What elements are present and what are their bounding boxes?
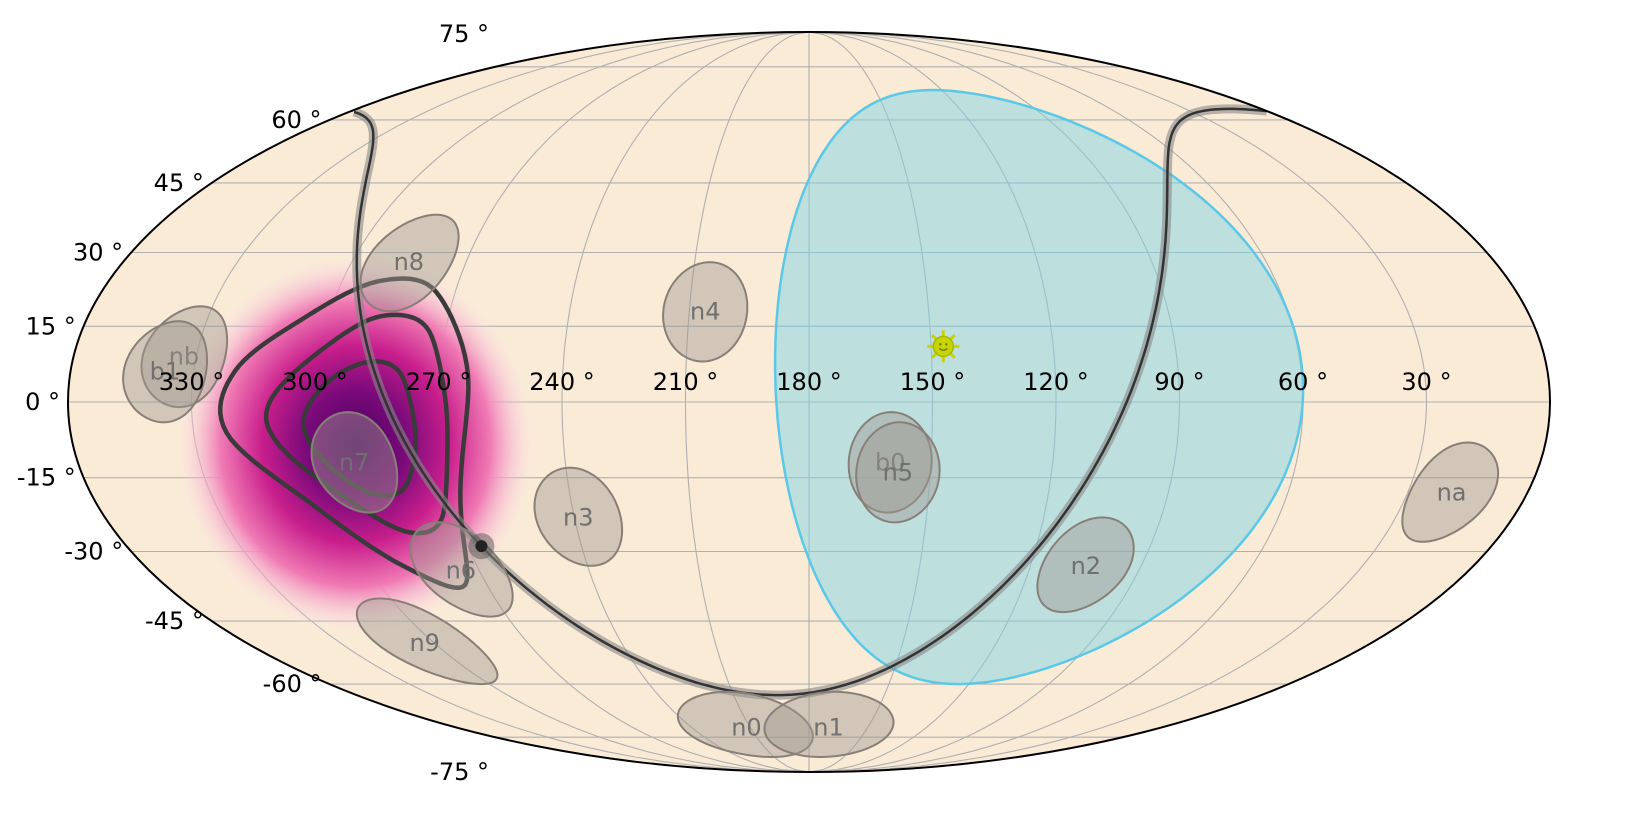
dec-tick-label: 60 ° bbox=[271, 106, 321, 134]
detector-n8-label: n8 bbox=[394, 248, 424, 276]
ra-tick-label: 30 ° bbox=[1401, 368, 1451, 396]
detector-nb-fov bbox=[140, 305, 229, 409]
dec-tick-label: 75 ° bbox=[439, 20, 489, 48]
detector-n2-fov bbox=[1036, 516, 1135, 614]
ra-tick-label: 240 ° bbox=[529, 368, 594, 396]
ra-tick-label: 300 ° bbox=[282, 368, 347, 396]
detector-b1-fov bbox=[122, 320, 208, 424]
galactic-plane bbox=[353, 110, 483, 548]
detector-n4-fov bbox=[662, 261, 749, 363]
detector-n6-label: n6 bbox=[446, 557, 476, 585]
ra-tick-label: 60 ° bbox=[1278, 368, 1328, 396]
detector-n9-label: n9 bbox=[409, 629, 439, 657]
detector-n3-fov bbox=[533, 466, 624, 567]
dec-tick-label: 0 ° bbox=[25, 388, 60, 416]
detector-nb-label: nb bbox=[169, 342, 199, 370]
detector-n5-fov bbox=[855, 421, 941, 524]
ra-tick-label: 270 ° bbox=[406, 368, 471, 396]
galactic-plane bbox=[480, 107, 1267, 697]
detector-n4-label: n4 bbox=[690, 297, 720, 325]
dec-tick-label: 45 ° bbox=[154, 169, 204, 197]
detector-n5-label: n5 bbox=[883, 459, 913, 487]
detector-n0-label: n0 bbox=[731, 714, 761, 742]
detector-na-fov bbox=[1401, 441, 1500, 543]
detector-n1-fov bbox=[763, 690, 895, 758]
galactic-plane-line bbox=[352, 104, 1268, 700]
ra-tick-label: 150 ° bbox=[900, 368, 965, 396]
detector-n3-label: n3 bbox=[563, 503, 593, 531]
confidence-contours bbox=[218, 276, 471, 591]
ra-tick-label: 210 ° bbox=[653, 368, 718, 396]
detector-n2-label: n2 bbox=[1071, 552, 1101, 580]
ra-tick-label: 180 ° bbox=[776, 368, 841, 396]
contour-2 bbox=[263, 312, 450, 536]
detector-na-label: na bbox=[1437, 479, 1467, 507]
dec-tick-label: 15 ° bbox=[26, 312, 76, 340]
earth-occultation-region bbox=[773, 88, 1305, 686]
occultation-area bbox=[773, 88, 1305, 686]
detector-n1-label: n1 bbox=[813, 714, 843, 742]
dec-tick-label: -30 ° bbox=[64, 537, 123, 565]
detector-n6-fov bbox=[409, 521, 514, 618]
sky-frame bbox=[67, 31, 1551, 773]
detector-n7-fov bbox=[310, 411, 399, 514]
detector-n7-label: n7 bbox=[339, 449, 369, 477]
dec-tick-label: -60 ° bbox=[263, 670, 322, 698]
galactic-center-marker bbox=[475, 540, 488, 553]
detector-n8-fov bbox=[359, 213, 460, 313]
location-probability bbox=[175, 254, 536, 635]
grid-meridian bbox=[808, 32, 1428, 772]
dec-tick-label: -75 ° bbox=[430, 758, 489, 786]
dec-tick-label: -45 ° bbox=[145, 607, 204, 635]
ra-tick-label: 90 ° bbox=[1154, 368, 1204, 396]
dec-tick-label: 30 ° bbox=[73, 239, 123, 267]
grid-meridian bbox=[684, 32, 810, 772]
contour-3 bbox=[301, 359, 418, 498]
tick-labels: 330 ° 300 ° 270 ° 240 ° 210 ° 180 ° 150 ° 120 °… bbox=[17, 20, 1452, 786]
ra-tick-label: 120 ° bbox=[1023, 368, 1088, 396]
contour-1 bbox=[218, 276, 471, 591]
ra-tick-label: 330 ° bbox=[159, 368, 224, 396]
sun-icon bbox=[927, 330, 960, 363]
probability-heatmap bbox=[175, 254, 536, 635]
detector-b0-label: b0 bbox=[875, 449, 906, 477]
detector-n9-fov bbox=[355, 597, 499, 686]
markers bbox=[468, 330, 960, 560]
dec-tick-label: -15 ° bbox=[17, 464, 76, 492]
detector-b1-label: b1 bbox=[150, 358, 181, 386]
grid-meridian bbox=[561, 32, 810, 772]
